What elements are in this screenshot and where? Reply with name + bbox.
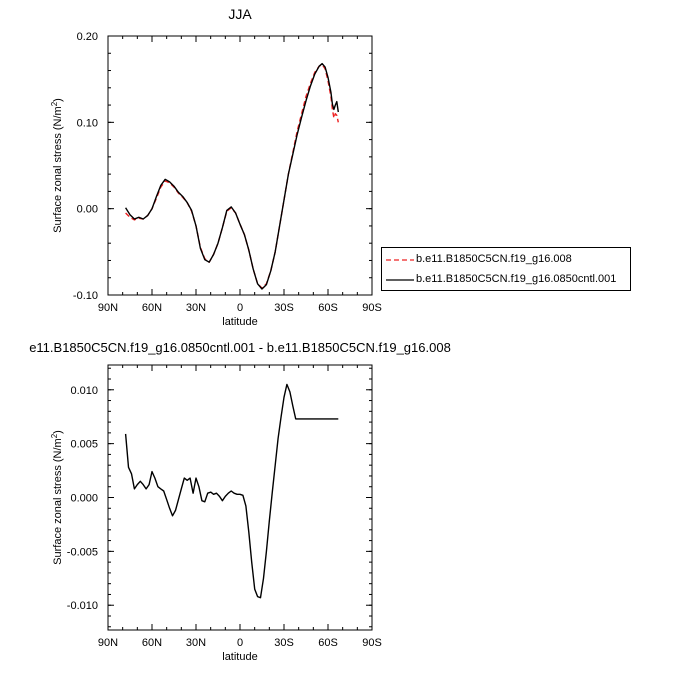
x-tick-label: 0	[237, 637, 243, 649]
plot-frame	[107, 35, 373, 296]
y-tick-label: 0.010	[70, 385, 98, 397]
legend-entry: b.e11.B1850C5CN.f19_g16.008	[382, 250, 630, 270]
legend-label: b.e11.B1850C5CN.f19_g16.0850cntl.001	[416, 273, 617, 285]
y-axis-label: Surface zonal stress (N/m2)	[50, 430, 64, 565]
y-tick-label: -0.010	[67, 600, 98, 612]
x-tick-label: 30S	[274, 637, 294, 649]
x-tick-label: 30N	[186, 637, 206, 649]
x-tick-label: 30N	[186, 302, 206, 314]
y-tick-label: -0.005	[67, 546, 98, 558]
x-tick-label: 60N	[142, 302, 162, 314]
legend-label: b.e11.B1850C5CN.f19_g16.008	[416, 253, 572, 265]
legend-entry: b.e11.B1850C5CN.f19_g16.0850cntl.001	[382, 270, 630, 290]
series-group	[125, 62, 339, 290]
y-tick-label: 0.20	[77, 31, 98, 43]
x-tick-label: 60S	[318, 302, 338, 314]
series-line-0	[124, 383, 339, 599]
x-tick-label: 0	[237, 302, 243, 314]
legend: b.e11.B1850C5CN.f19_g16.008 b.e11.B1850C…	[381, 247, 631, 291]
x-tick-label: 60N	[142, 637, 162, 649]
y-axis-label-text: Surface zonal stress (N/m	[52, 106, 64, 233]
y-tick-label: 0.005	[70, 439, 98, 451]
x-tick-label: 90S	[362, 637, 382, 649]
y-axis-label-sup: 2	[50, 101, 59, 106]
series-group	[124, 383, 339, 599]
top-plot: JJA 90N 60N 30N 0 30S 60S 90S -0.10 0.00 0.10 0.20 l…	[50, 6, 382, 328]
x-tick-label: 30S	[274, 302, 294, 314]
y-tick-label: 0.10	[77, 117, 98, 129]
y-axis-label-close: )	[52, 430, 64, 434]
y-axis-label: Surface zonal stress (N/m2)	[50, 98, 64, 233]
x-tick-label: 90N	[98, 637, 118, 649]
x-tick-label: 60S	[318, 637, 338, 649]
chart-title: JJA	[228, 6, 252, 22]
chart-title: e11.B1850C5CN.f19_g16.0850cntl.001 - b.e…	[29, 340, 451, 355]
x-axis-label: latitude	[222, 651, 257, 663]
x-tick-label: 90N	[98, 302, 118, 314]
legend-swatch-dashed-red	[386, 259, 414, 261]
x-tick-label: 90S	[362, 302, 382, 314]
series-line-1	[125, 62, 339, 290]
y-tick-label: 0.000	[70, 493, 98, 505]
legend-swatch-solid-black	[386, 279, 414, 281]
y-tick-label: -0.10	[73, 290, 98, 302]
plot-frame	[107, 364, 373, 631]
y-axis-label-text: Surface zonal stress (N/m	[52, 438, 64, 565]
bottom-plot: e11.B1850C5CN.f19_g16.0850cntl.001 - b.e…	[29, 340, 451, 663]
y-axis-label-sup: 2	[50, 433, 59, 438]
x-axis-label: latitude	[222, 316, 257, 328]
y-tick-label: 0.00	[77, 204, 98, 216]
y-axis-label-close: )	[52, 98, 64, 102]
